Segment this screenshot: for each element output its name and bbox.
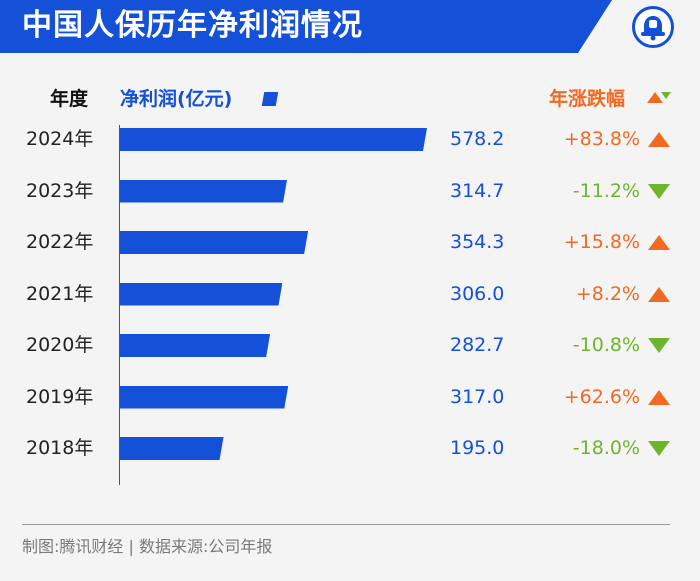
change-label: +83.8% — [563, 128, 640, 150]
data-label: 314.7 — [450, 179, 505, 202]
bar — [120, 334, 271, 357]
data-label: 282.7 — [450, 334, 505, 356]
title-band — [0, 0, 612, 53]
y-tick-label: 2019年 — [26, 385, 94, 408]
change-label: +8.2% — [575, 282, 640, 305]
change-label: -11.2% — [572, 179, 640, 202]
chart-title: 中国人保历年净利润情况 — [22, 8, 363, 43]
brand-logo-icon — [632, 6, 674, 48]
change-up-icon — [648, 132, 670, 147]
change-down-icon — [648, 183, 670, 199]
change-label: +62.6% — [563, 385, 640, 408]
change-label: -10.8% — [572, 334, 640, 356]
profit-legend-swatch — [261, 92, 279, 106]
bar — [120, 231, 309, 254]
y-tick-label: 2018年 — [26, 437, 94, 459]
data-label: 354.3 — [450, 231, 505, 253]
y-tick-label: 2022年 — [26, 231, 94, 253]
y-tick-label: 2023年 — [26, 179, 94, 202]
column-header-change: 年涨跌幅 — [549, 88, 626, 110]
change-label: -18.0% — [572, 437, 640, 459]
change-up-legend-icon — [647, 92, 663, 103]
footer-divider — [22, 524, 670, 525]
column-header-profit: 净利润(亿元) — [120, 88, 233, 110]
bar — [120, 128, 427, 151]
data-label: 578.2 — [450, 128, 505, 150]
bar — [120, 179, 288, 203]
bar — [120, 282, 283, 306]
change-up-icon — [648, 389, 670, 405]
y-tick-label: 2020年 — [26, 334, 94, 356]
y-tick-label: 2021年 — [26, 282, 94, 305]
change-down-icon — [648, 338, 670, 353]
change-up-icon — [648, 286, 670, 302]
change-label: +15.8% — [563, 231, 640, 253]
header: 中国人保历年净利润情况 — [0, 0, 700, 53]
change-down-icon — [648, 441, 670, 456]
column-header-year: 年度 — [50, 88, 89, 110]
data-label: 317.0 — [450, 385, 505, 408]
y-tick-label: 2024年 — [26, 128, 94, 150]
bar — [120, 437, 224, 460]
bar — [120, 385, 289, 409]
change-up-icon — [648, 235, 670, 250]
footer-credit: 制图:腾讯财经 | 数据来源:公司年报 — [22, 537, 273, 556]
change-down-legend-icon — [661, 92, 671, 99]
data-label: 195.0 — [450, 437, 505, 459]
data-label: 306.0 — [450, 282, 505, 305]
y-axis-line — [119, 125, 120, 485]
